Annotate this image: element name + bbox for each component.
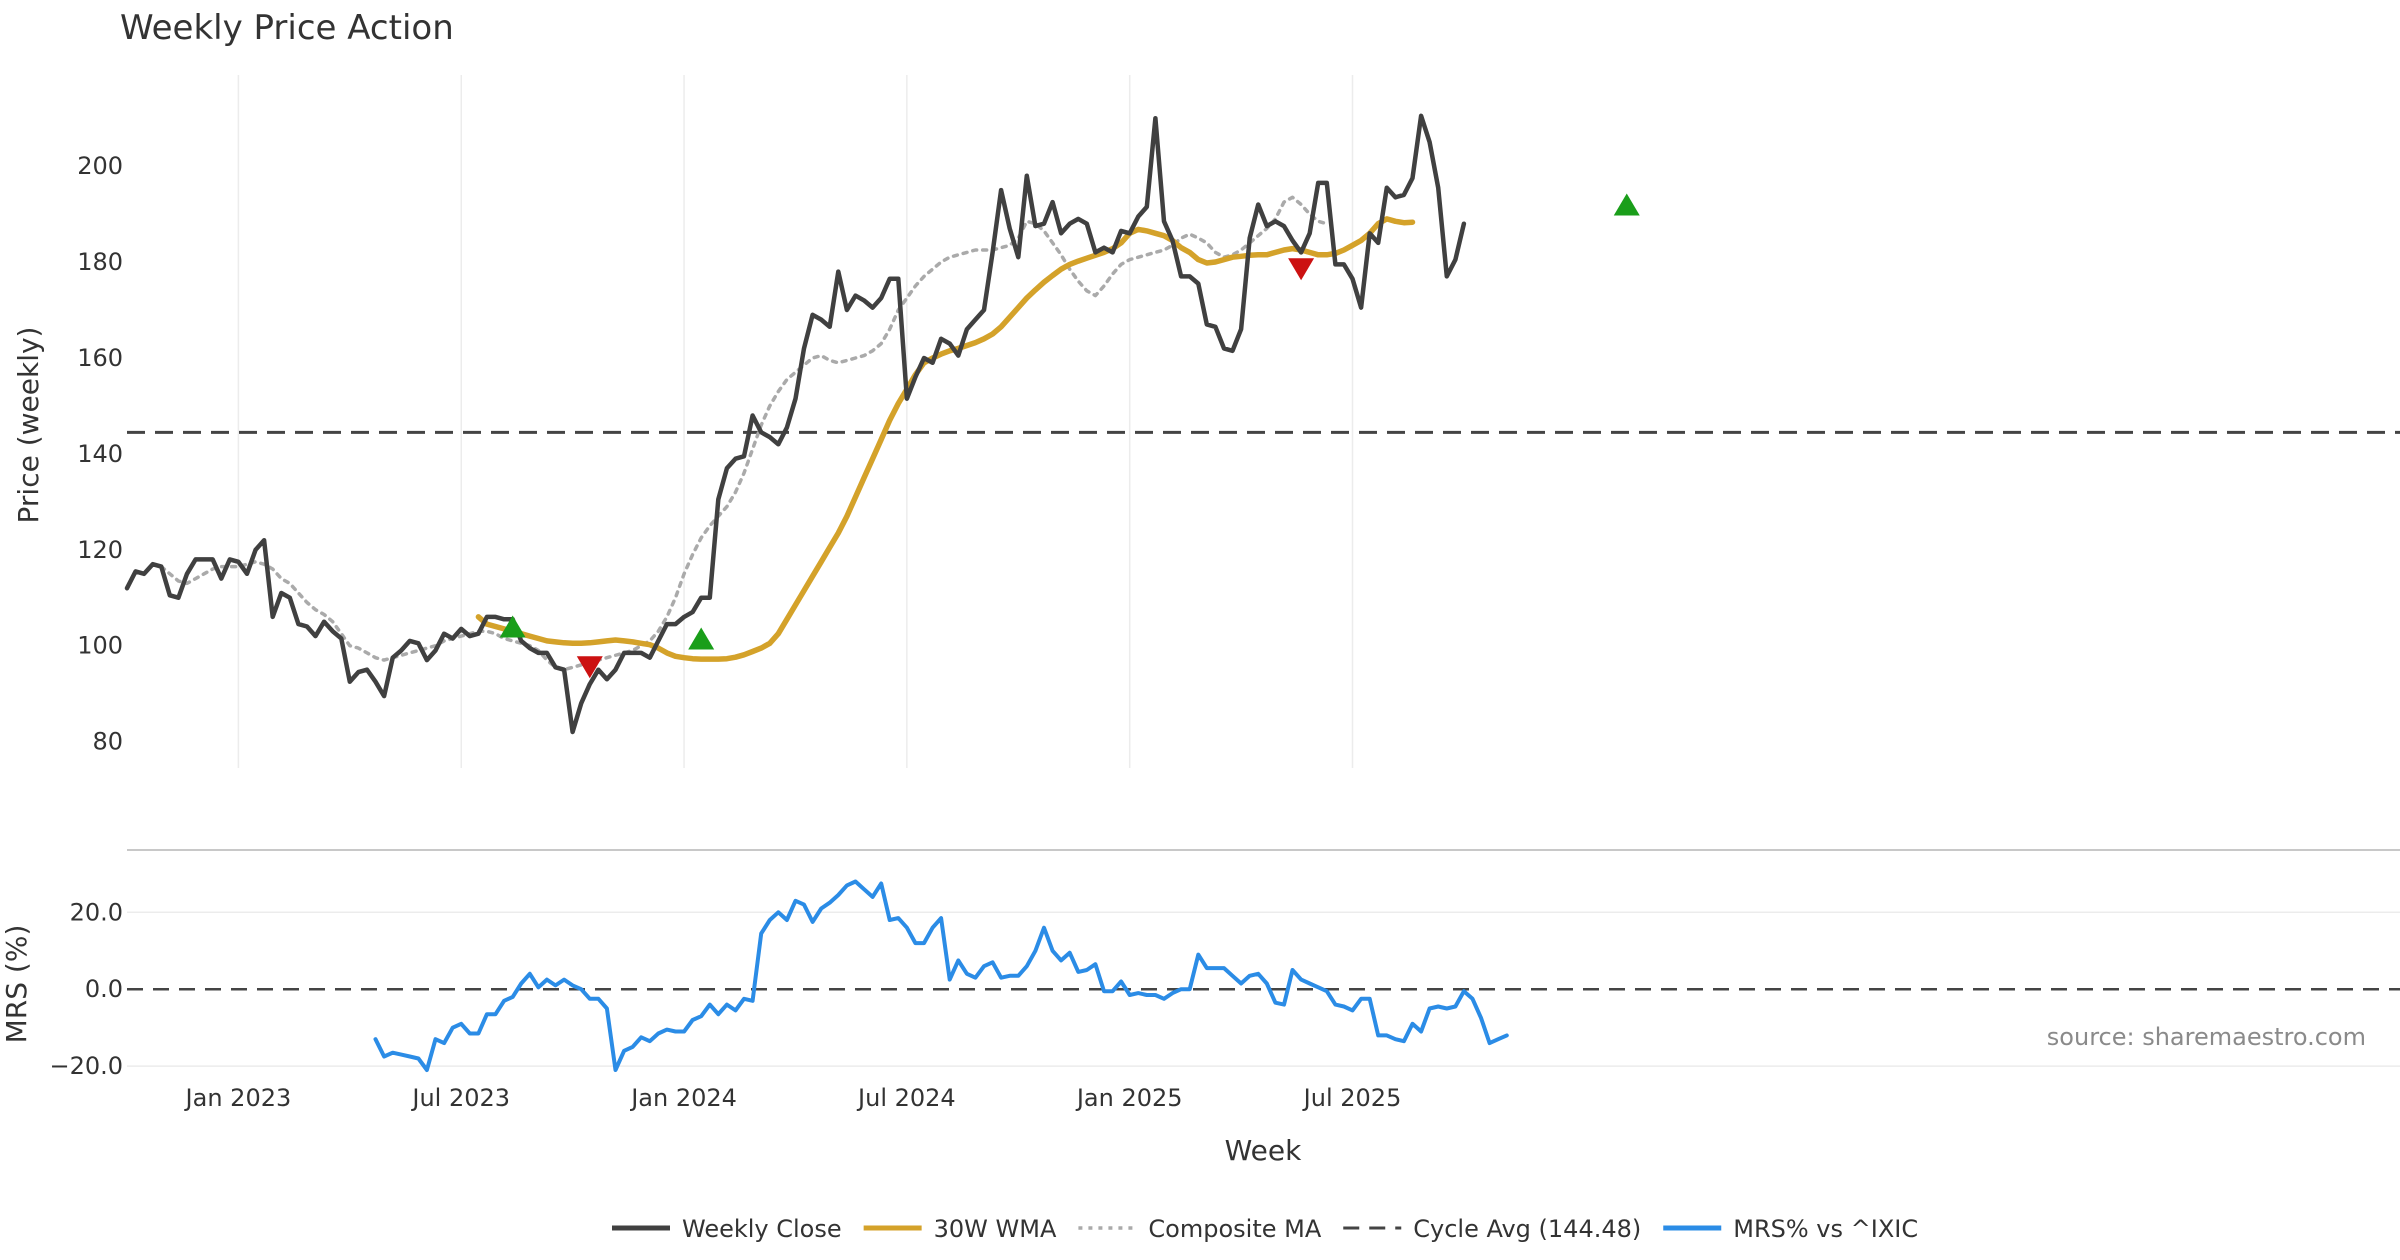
legend-label-composite: Composite MA [1148,1215,1321,1243]
x-tick-label: Jul 2025 [1302,1084,1402,1112]
legend-label-close: Weekly Close [682,1215,842,1243]
price-series [124,113,1467,735]
weekly-close-line [124,113,1467,735]
price-y-axis-label: Price (weekly) [12,327,45,524]
legend-label-mrs: MRS% vs ^IXIC [1733,1215,1918,1243]
price-y-ticks: 80 100 120 140 160 180 200 [77,152,123,756]
mrs-y-ticks: 20.0 0.0 −20.0 [49,898,123,1080]
buy-signal-marker [688,627,715,650]
mrs-y-axis-label: MRS (%) [0,925,33,1044]
price-y-tick-label: 200 [77,152,123,180]
x-axis-ticks: Jan 2023 Jul 2023 Jan 2024 Jul 2024 Jan 2025… [184,1084,1402,1112]
price-y-tick-label: 100 [77,632,123,660]
x-tick-label: Jan 2023 [184,1084,292,1112]
x-tick-label: Jul 2023 [410,1084,510,1112]
sell-signal-marker [1288,258,1315,281]
composite-ma-line [159,195,1329,672]
mrs-y-tick-label: 0.0 [85,975,123,1003]
mrs-y-tick-label: −20.0 [49,1052,123,1080]
mrs-y-tick-label: 20.0 [70,898,123,926]
legend: Weekly Close 30W WMA Composite MA Cycle Avg… [612,1215,1918,1243]
source-note: source: sharemaestro.com [2047,1023,2366,1051]
x-axis-label: Week [1225,1134,1302,1167]
price-y-tick-label: 160 [77,344,123,372]
signal-markers [499,193,1640,679]
wma-30w-line [475,216,1416,662]
x-tick-label: Jan 2025 [1075,1084,1183,1112]
price-y-tick-label: 140 [77,440,123,468]
price-y-tick-label: 120 [77,536,123,564]
sell-signal-marker [576,656,603,679]
x-tick-label: Jan 2024 [629,1084,737,1112]
mrs-series [373,879,1509,1072]
mrs-line [373,879,1509,1072]
legend-label-cycle: Cycle Avg (144.48) [1413,1215,1641,1243]
price-y-tick-label: 80 [92,728,123,756]
buy-signal-marker [1613,193,1640,216]
chart-title: Weekly Price Action [120,8,454,48]
x-tick-label: Jul 2024 [856,1084,956,1112]
legend-label-wma: 30W WMA [934,1215,1057,1243]
mrs-gridlines [127,911,2400,1067]
price-gridlines [237,75,1354,768]
price-y-tick-label: 180 [77,248,123,276]
buy-signal-marker [499,615,526,638]
